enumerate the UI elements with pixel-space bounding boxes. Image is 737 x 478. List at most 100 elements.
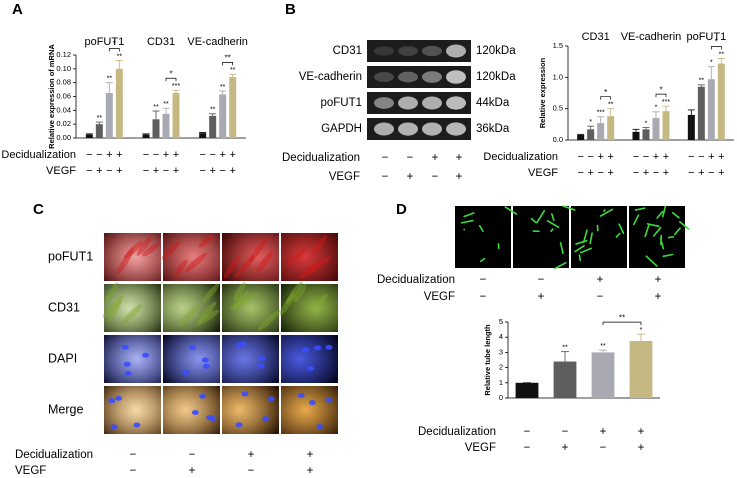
condition-sign: −	[130, 449, 137, 461]
nucleus	[199, 393, 207, 399]
nucleus	[182, 369, 190, 375]
comparison-label: *	[113, 40, 116, 49]
bar	[697, 86, 705, 140]
significance-label: **	[600, 343, 606, 350]
condition-sign: +	[219, 149, 225, 161]
bar	[553, 361, 577, 398]
condition-sign: +	[106, 149, 112, 161]
comparison-label: *	[604, 88, 607, 97]
blot-label: CD31	[333, 45, 362, 57]
nucleus	[308, 400, 316, 406]
blot-band	[446, 122, 466, 136]
comparison-label: *	[659, 85, 662, 94]
cell	[123, 240, 143, 259]
y-tick-label: 0	[499, 393, 503, 402]
bar	[632, 131, 640, 140]
error-bar	[597, 116, 605, 124]
significance-label: ***	[172, 83, 180, 90]
blot-band	[446, 70, 466, 84]
nucleus	[313, 345, 321, 351]
cell	[223, 255, 240, 279]
blot-band	[446, 44, 466, 58]
cell	[230, 292, 258, 310]
bar	[587, 129, 595, 140]
nucleus	[258, 355, 266, 361]
condition-sign: −	[538, 274, 545, 286]
cell	[161, 240, 180, 260]
panel-letter: A	[12, 1, 23, 18]
nucleus	[241, 391, 249, 397]
nucleus	[209, 416, 217, 422]
cell	[279, 292, 296, 316]
cell	[179, 305, 199, 326]
blot-band	[374, 46, 394, 56]
condition-sign: −	[130, 465, 137, 477]
micrograph	[222, 335, 279, 383]
condition-sign: −	[199, 149, 205, 161]
condition-sign: −	[382, 152, 389, 164]
error-bar	[105, 82, 113, 94]
significance-label: **	[153, 104, 159, 111]
cell	[195, 309, 220, 326]
tube-network	[460, 212, 500, 263]
cell	[257, 309, 281, 331]
micrograph	[163, 233, 220, 281]
cell	[116, 248, 134, 275]
blot-strip	[367, 118, 471, 140]
condition-sign: −	[106, 165, 112, 177]
bar	[717, 63, 725, 141]
condition-sign: −	[199, 165, 205, 177]
micrograph	[163, 335, 220, 383]
bar	[162, 113, 170, 138]
image-row-label: Merge	[48, 402, 83, 416]
micrograph	[281, 335, 338, 383]
nucleus	[121, 344, 129, 350]
nucleus	[202, 363, 210, 369]
y-tick-label: 0.0	[553, 135, 563, 144]
condition-sign: −	[143, 149, 149, 161]
cell	[287, 249, 305, 265]
comparison-label: **	[225, 53, 231, 62]
bar	[199, 133, 207, 138]
bar	[652, 118, 660, 140]
cell	[256, 251, 273, 273]
panel-letter: D	[396, 201, 407, 218]
condition-sign: −	[600, 442, 607, 454]
bar	[105, 93, 113, 138]
significance-label: **	[562, 344, 568, 351]
condition-sign: +	[607, 167, 613, 179]
significance-label: *	[710, 60, 713, 67]
micrograph	[281, 284, 338, 332]
cell	[233, 282, 246, 301]
error-bar	[599, 349, 607, 353]
blot-size: 120kDa	[476, 45, 516, 57]
image-row-label: poFUT1	[48, 249, 93, 263]
comparison-bracket	[602, 321, 642, 326]
bar	[152, 119, 160, 138]
y-tick-label: 1.0	[553, 72, 563, 81]
condition-sign: +	[432, 152, 439, 164]
cell	[202, 283, 220, 303]
bar	[662, 111, 670, 140]
bar	[629, 341, 653, 398]
comparison-bracket	[655, 93, 667, 98]
blot-band	[398, 71, 418, 83]
condition-sign: −	[688, 167, 694, 179]
micrograph	[104, 233, 161, 281]
blot-size: 120kDa	[476, 71, 516, 83]
y-tick-label: 2	[499, 363, 503, 372]
blot-strip	[367, 66, 471, 88]
group-label: VE-cadherin	[187, 36, 248, 48]
condition-sign: −	[633, 167, 639, 179]
condition-sign: +	[173, 149, 179, 161]
comparison-bracket	[710, 46, 722, 50]
condition-sign: −	[382, 171, 389, 183]
micrograph	[222, 284, 279, 332]
error-bar	[662, 105, 670, 112]
condition-sign: +	[456, 171, 463, 183]
y-tick-label: 1.5	[553, 41, 563, 50]
y-tick-label: 0.02	[56, 119, 71, 128]
significance-label: **	[163, 101, 169, 108]
cell	[136, 236, 152, 256]
